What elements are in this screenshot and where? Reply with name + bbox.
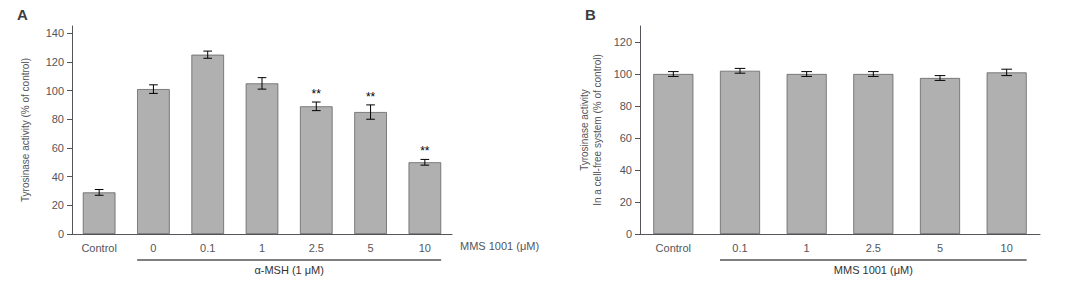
- svg-text:120: 120: [46, 56, 64, 68]
- svg-text:80: 80: [620, 100, 632, 112]
- svg-text:140: 140: [46, 27, 64, 39]
- svg-text:0: 0: [626, 228, 632, 240]
- svg-text:40: 40: [620, 164, 632, 176]
- svg-text:MMS 1001 (μM): MMS 1001 (μM): [834, 264, 913, 276]
- svg-text:10: 10: [419, 242, 431, 254]
- svg-text:20: 20: [620, 196, 632, 208]
- svg-text:5: 5: [937, 242, 943, 254]
- svg-text:1: 1: [804, 242, 810, 254]
- svg-text:α-MSH (1 μM): α-MSH (1 μM): [254, 264, 324, 276]
- svg-text:0.1: 0.1: [200, 242, 215, 254]
- svg-text:20: 20: [52, 199, 64, 211]
- svg-text:10: 10: [1001, 242, 1013, 254]
- svg-text:**: **: [420, 144, 430, 158]
- svg-text:40: 40: [52, 171, 64, 183]
- svg-text:80: 80: [52, 113, 64, 125]
- svg-text:100: 100: [614, 68, 632, 80]
- svg-text:120: 120: [614, 36, 632, 48]
- svg-text:100: 100: [46, 85, 64, 97]
- svg-text:60: 60: [52, 142, 64, 154]
- svg-text:**: **: [312, 87, 322, 101]
- svg-text:In a cell-free system (% of co: In a cell-free system (% of control): [592, 54, 603, 206]
- svg-text:0: 0: [58, 228, 64, 240]
- svg-text:0: 0: [150, 242, 156, 254]
- svg-text:5: 5: [368, 242, 374, 254]
- svg-text:A: A: [17, 6, 28, 23]
- svg-text:Control: Control: [656, 242, 691, 254]
- svg-text:B: B: [585, 6, 596, 23]
- svg-text:Tyrosinase activity: Tyrosinase activity: [579, 89, 590, 171]
- svg-text:2.5: 2.5: [866, 242, 881, 254]
- svg-text:60: 60: [620, 132, 632, 144]
- svg-text:0.1: 0.1: [732, 242, 747, 254]
- svg-text:2.5: 2.5: [309, 242, 324, 254]
- svg-text:MMS 1001 (μM): MMS 1001 (μM): [460, 240, 539, 252]
- svg-text:**: **: [366, 90, 376, 104]
- svg-text:1: 1: [259, 242, 265, 254]
- svg-text:Tyrosinase activity (% of cont: Tyrosinase activity (% of control): [20, 58, 31, 202]
- svg-text:Control: Control: [81, 242, 116, 254]
